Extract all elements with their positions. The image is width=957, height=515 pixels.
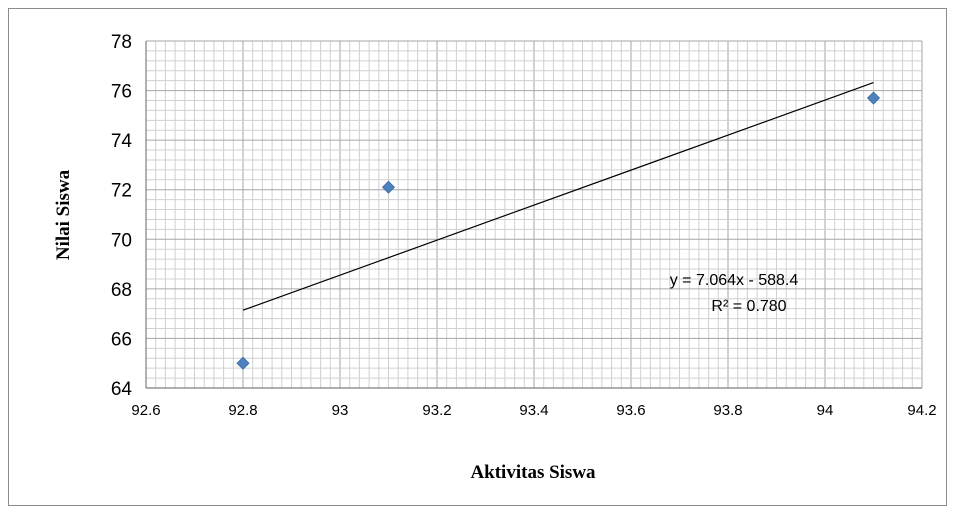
y-tick-label: 64 bbox=[111, 379, 133, 400]
data-point bbox=[866, 91, 881, 105]
x-tick-labels: 92.6 92.8 93 93.2 93.4 93.6 93.8 94 94.2 bbox=[131, 402, 936, 419]
y-tick-label: 68 bbox=[111, 280, 132, 301]
x-tick-label: 92.8 bbox=[228, 402, 257, 419]
data-points bbox=[236, 91, 881, 370]
x-axis-title: Aktivitas Siswa bbox=[470, 462, 596, 483]
y-tick-label: 78 bbox=[111, 32, 132, 53]
x-tick-label: 92.6 bbox=[131, 402, 160, 419]
x-tick-label: 93.2 bbox=[422, 402, 451, 419]
trendline-equation: y = 7.064x - 588.4 bbox=[670, 272, 799, 289]
chart-frame: 64 66 68 70 72 74 76 78 92.6 92.8 93 93.2 93.4 93.6 9… bbox=[8, 8, 947, 506]
y-axis-title: Nilai Siswa bbox=[53, 169, 74, 260]
y-tick-label: 72 bbox=[111, 181, 132, 202]
y-tick-label: 70 bbox=[111, 230, 132, 251]
x-tick-label: 93 bbox=[332, 402, 349, 419]
x-tick-label: 93.4 bbox=[519, 402, 548, 419]
x-tick-label: 93.8 bbox=[713, 402, 742, 419]
y-tick-labels: 64 66 68 70 72 74 76 78 bbox=[111, 32, 133, 400]
y-tick-label: 76 bbox=[111, 82, 132, 103]
data-point bbox=[381, 180, 396, 194]
data-point bbox=[236, 356, 250, 370]
y-tick-label: 74 bbox=[111, 131, 133, 152]
x-tick-label: 94.2 bbox=[907, 402, 936, 419]
x-tick-label: 94 bbox=[817, 402, 834, 419]
y-tick-label: 66 bbox=[111, 329, 132, 350]
trendline bbox=[242, 82, 874, 311]
r-squared-label: R² = 0.780 bbox=[711, 298, 786, 315]
axes bbox=[145, 41, 922, 389]
x-tick-label: 93.6 bbox=[616, 402, 645, 419]
gridlines bbox=[145, 40, 923, 389]
trendline-group bbox=[242, 82, 874, 311]
